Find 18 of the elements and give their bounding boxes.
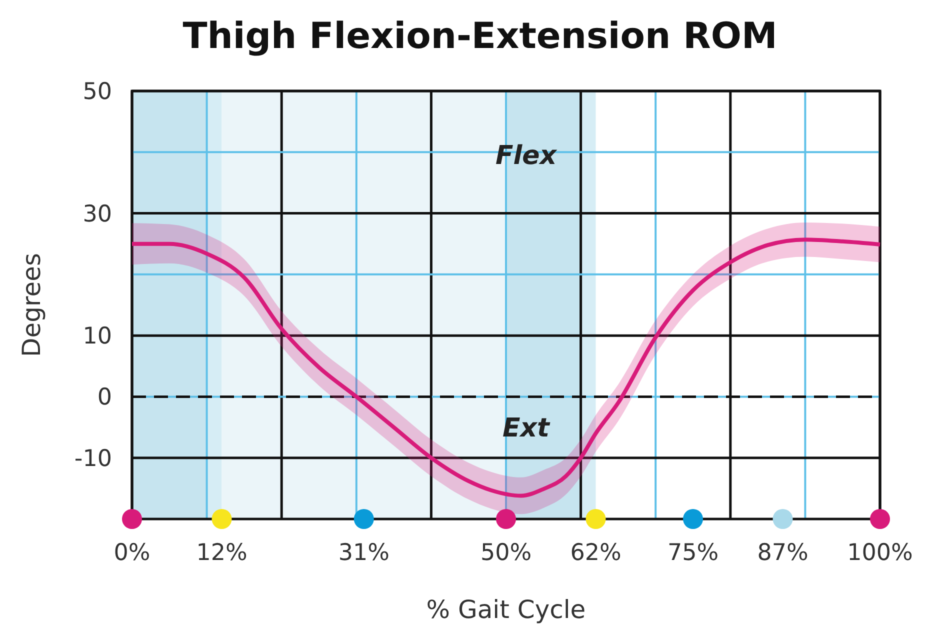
annotation: Flex <box>495 141 558 172</box>
y-tick-label: -10 <box>74 446 112 472</box>
chart-title: Thigh Flexion-Extension ROM <box>182 16 778 57</box>
x-axis-title: % Gait Cycle <box>426 595 586 624</box>
x-tick-label: 31% <box>338 540 390 566</box>
x-tick-label: 62% <box>570 540 622 566</box>
x-tick-label: 87% <box>757 540 808 566</box>
y-axis-title: Degrees <box>17 252 46 358</box>
x-tick-label: 75% <box>667 540 719 566</box>
x-tick-label: 12% <box>196 540 248 566</box>
y-tick-label: 10 <box>82 324 112 350</box>
annotation: Ext <box>502 414 552 444</box>
y-tick-label: 50 <box>82 79 112 105</box>
x-tick-label: 50% <box>480 540 532 566</box>
y-tick-label: 30 <box>82 201 112 228</box>
x-tick-label: 0% <box>114 540 150 566</box>
x-tick-label: 100% <box>847 540 913 566</box>
y-tick-label: 0 <box>97 384 112 411</box>
